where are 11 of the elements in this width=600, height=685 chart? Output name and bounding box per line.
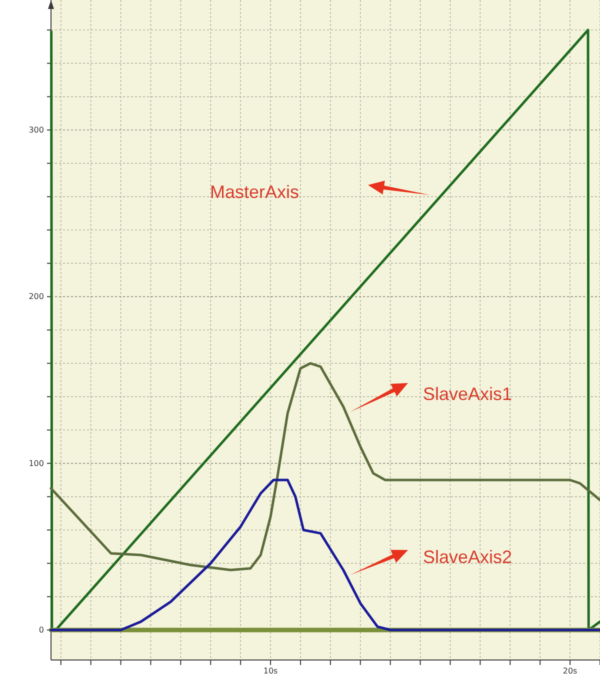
annotation: MasterAxis xyxy=(210,182,300,202)
y-tick-label: 300 xyxy=(28,126,44,135)
x-tick-label: 10s xyxy=(263,666,278,676)
annotation: SlaveAxis2 xyxy=(423,547,512,567)
y-tick-label: 100 xyxy=(28,458,44,468)
y-tick-label: 200 xyxy=(28,292,44,302)
annotation: SlaveAxis1 xyxy=(423,384,512,404)
x-tick-label: 20s xyxy=(562,666,578,676)
line-series xyxy=(50,478,600,632)
line-series xyxy=(50,362,600,572)
y-tick-label: 0 xyxy=(38,626,44,635)
